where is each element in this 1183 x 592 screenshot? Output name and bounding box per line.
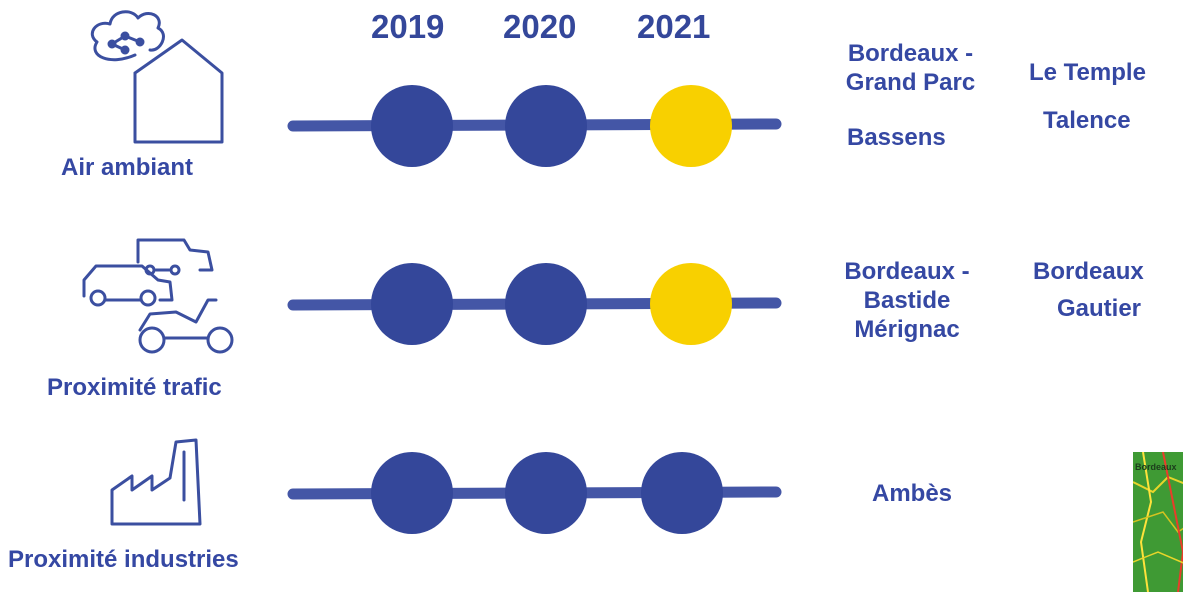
site-line: Mérignac (854, 316, 960, 343)
site-line: Grand Parc (845, 69, 976, 96)
category-label-air-ambiant: Air ambiant (61, 154, 194, 181)
site-gautier: Gautier (1057, 295, 1142, 322)
site-bordeaux: Bordeaux (1033, 258, 1144, 285)
category-label-proximite-industries: Proximité industries (8, 546, 239, 573)
dot-industries-2019 (371, 452, 453, 534)
map-thumbnail-icon: Bordeaux (1133, 452, 1183, 592)
dot-trafic-2020 (505, 263, 587, 345)
map-roads (1133, 452, 1183, 592)
year-2019: 2019 (371, 8, 445, 45)
site-line: Bordeaux - (844, 258, 970, 285)
year-2021: 2021 (637, 8, 711, 45)
site-bassens: Bassens (847, 124, 946, 151)
site-line: Bastide (863, 287, 951, 314)
vehicles-icon (82, 238, 234, 354)
cloud-house-icon (90, 10, 224, 144)
site-bordeaux-bastide: Bordeaux - Bastide Mérignac (837, 257, 977, 344)
category-label-proximite-trafic: Proximité trafic (47, 374, 222, 401)
timeline-diagram (82, 10, 782, 534)
site-le-temple: Le Temple (1029, 59, 1146, 86)
dot-trafic-2019 (371, 263, 453, 345)
site-line: Bordeaux - (847, 40, 974, 67)
dot-air-2021 (650, 85, 732, 167)
site-ambes: Ambès (872, 480, 953, 507)
site-talence: Talence (1043, 107, 1131, 134)
dot-industries-2021 (641, 452, 723, 534)
dot-air-2020 (505, 85, 587, 167)
dot-air-2019 (371, 85, 453, 167)
dot-industries-2020 (505, 452, 587, 534)
map-label: Bordeaux (1135, 462, 1177, 472)
site-bordeaux-grand-parc: Bordeaux - Grand Parc (828, 39, 993, 97)
year-2020: 2020 (503, 8, 577, 45)
factory-icon (110, 438, 202, 526)
dot-trafic-2021 (650, 263, 732, 345)
